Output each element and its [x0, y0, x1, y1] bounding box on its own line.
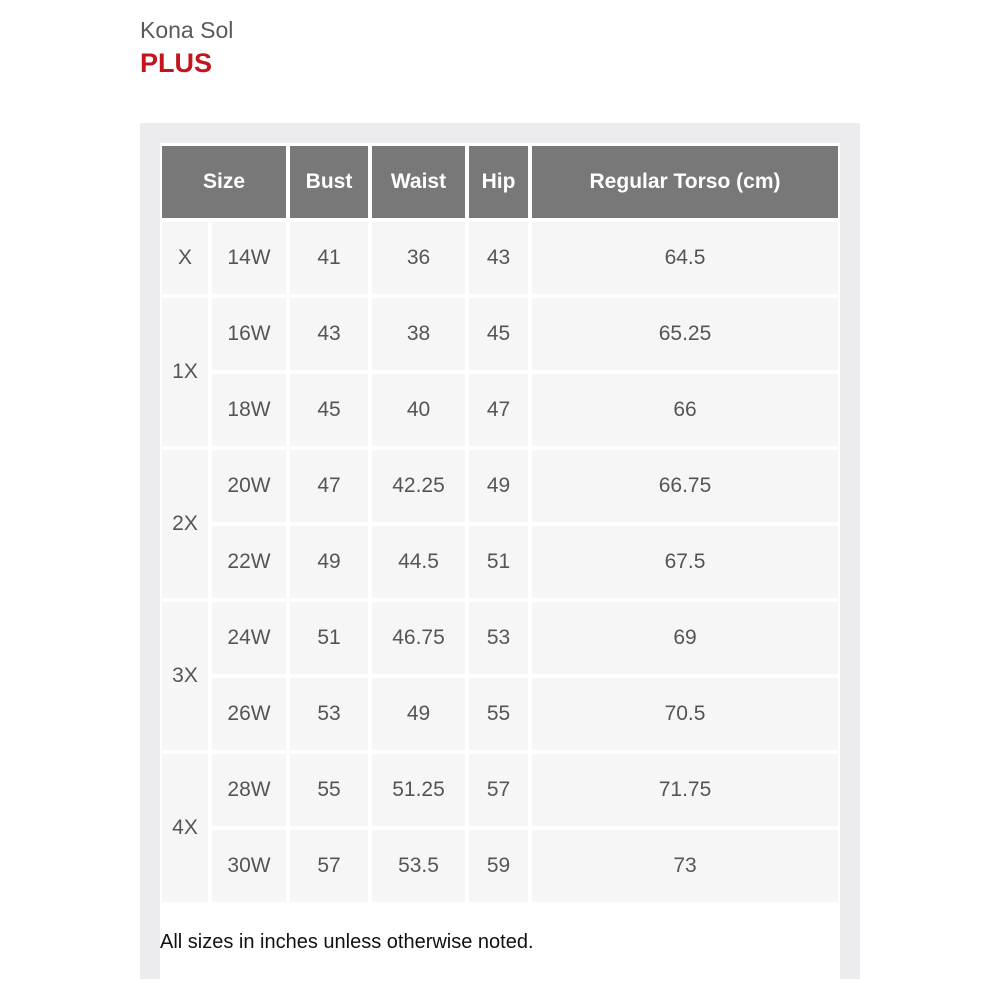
- measurement-cell: 67.5: [532, 526, 838, 598]
- measurement-cell: 38: [372, 298, 465, 370]
- measurement-cell: 66.75: [532, 450, 838, 522]
- measurement-cell: 71.75: [532, 754, 838, 826]
- size-group-cell: 1X: [162, 298, 208, 446]
- measurement-cell: 73: [532, 830, 838, 902]
- size-cell: 18W: [212, 374, 286, 446]
- size-chart-panel: Size Bust Waist Hip Regular Torso (cm) X 14W 41…: [140, 123, 860, 979]
- size-group-cell: 4X: [162, 754, 208, 902]
- column-header: Waist: [372, 146, 465, 218]
- size-cell: 14W: [212, 222, 286, 294]
- measurement-cell: 65.25: [532, 298, 838, 370]
- measurement-cell: 55: [469, 678, 528, 750]
- measurement-cell: 49: [469, 450, 528, 522]
- size-chart-container: Size Bust Waist Hip Regular Torso (cm) X 14W 41…: [160, 143, 840, 979]
- measurement-cell: 70.5: [532, 678, 838, 750]
- measurement-cell: 59: [469, 830, 528, 902]
- measurement-cell: 46.75: [372, 602, 465, 674]
- measurement-cell: 53: [290, 678, 368, 750]
- footnote: All sizes in inches unless otherwise not…: [160, 931, 534, 953]
- column-header: Size: [162, 146, 286, 218]
- product-line: PLUS: [140, 48, 213, 78]
- measurement-cell: 42.25: [372, 450, 465, 522]
- measurement-cell: 36: [372, 222, 465, 294]
- size-cell: 16W: [212, 298, 286, 370]
- measurement-cell: 66: [532, 374, 838, 446]
- measurement-cell: 51.25: [372, 754, 465, 826]
- measurement-cell: 49: [290, 526, 368, 598]
- size-cell: 22W: [212, 526, 286, 598]
- size-cell: 28W: [212, 754, 286, 826]
- measurement-cell: 47: [469, 374, 528, 446]
- size-group-cell: 2X: [162, 450, 208, 598]
- measurement-cell: 51: [290, 602, 368, 674]
- size-group-cell: 3X: [162, 602, 208, 750]
- measurement-cell: 51: [469, 526, 528, 598]
- measurement-cell: 45: [469, 298, 528, 370]
- measurement-cell: 44.5: [372, 526, 465, 598]
- measurement-cell: 64.5: [532, 222, 838, 294]
- measurement-cell: 47: [290, 450, 368, 522]
- size-cell: 26W: [212, 678, 286, 750]
- measurement-cell: 49: [372, 678, 465, 750]
- measurement-cell: 57: [290, 830, 368, 902]
- size-chart-table: Size Bust Waist Hip Regular Torso (cm) X 14W 41…: [162, 146, 838, 978]
- column-header: Bust: [290, 146, 368, 218]
- column-header: Regular Torso (cm): [532, 146, 838, 218]
- measurement-cell: 45: [290, 374, 368, 446]
- size-cell: 24W: [212, 602, 286, 674]
- size-cell: 30W: [212, 830, 286, 902]
- measurement-cell: 43: [290, 298, 368, 370]
- size-group-cell: X: [162, 222, 208, 294]
- column-header: Hip: [469, 146, 528, 218]
- measurement-cell: 55: [290, 754, 368, 826]
- size-cell: 20W: [212, 450, 286, 522]
- measurement-cell: 53: [469, 602, 528, 674]
- measurement-cell: 41: [290, 222, 368, 294]
- measurement-cell: 40: [372, 374, 465, 446]
- measurement-cell: 43: [469, 222, 528, 294]
- measurement-cell: 53.5: [372, 830, 465, 902]
- measurement-cell: 57: [469, 754, 528, 826]
- measurement-cell: 69: [532, 602, 838, 674]
- brand-name: Kona Sol: [140, 17, 234, 43]
